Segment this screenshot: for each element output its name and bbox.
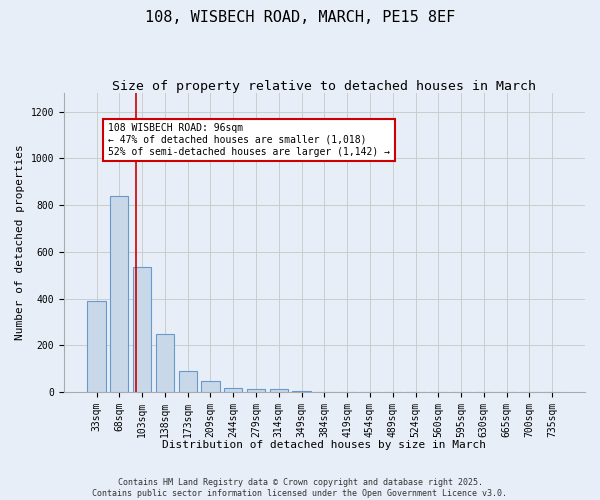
Bar bbox=[224, 388, 242, 392]
X-axis label: Distribution of detached houses by size in March: Distribution of detached houses by size … bbox=[163, 440, 487, 450]
Bar bbox=[156, 334, 174, 392]
Title: Size of property relative to detached houses in March: Size of property relative to detached ho… bbox=[112, 80, 536, 93]
Bar bbox=[247, 389, 265, 392]
Bar bbox=[179, 371, 197, 392]
Y-axis label: Number of detached properties: Number of detached properties bbox=[15, 145, 25, 340]
Bar bbox=[110, 196, 128, 392]
Bar bbox=[88, 301, 106, 392]
Bar bbox=[202, 380, 220, 392]
Bar bbox=[292, 390, 311, 392]
Text: 108 WISBECH ROAD: 96sqm
← 47% of detached houses are smaller (1,018)
52% of semi: 108 WISBECH ROAD: 96sqm ← 47% of detache… bbox=[108, 124, 390, 156]
Bar bbox=[270, 389, 288, 392]
Bar bbox=[133, 267, 151, 392]
Text: 108, WISBECH ROAD, MARCH, PE15 8EF: 108, WISBECH ROAD, MARCH, PE15 8EF bbox=[145, 10, 455, 25]
Text: Contains HM Land Registry data © Crown copyright and database right 2025.
Contai: Contains HM Land Registry data © Crown c… bbox=[92, 478, 508, 498]
